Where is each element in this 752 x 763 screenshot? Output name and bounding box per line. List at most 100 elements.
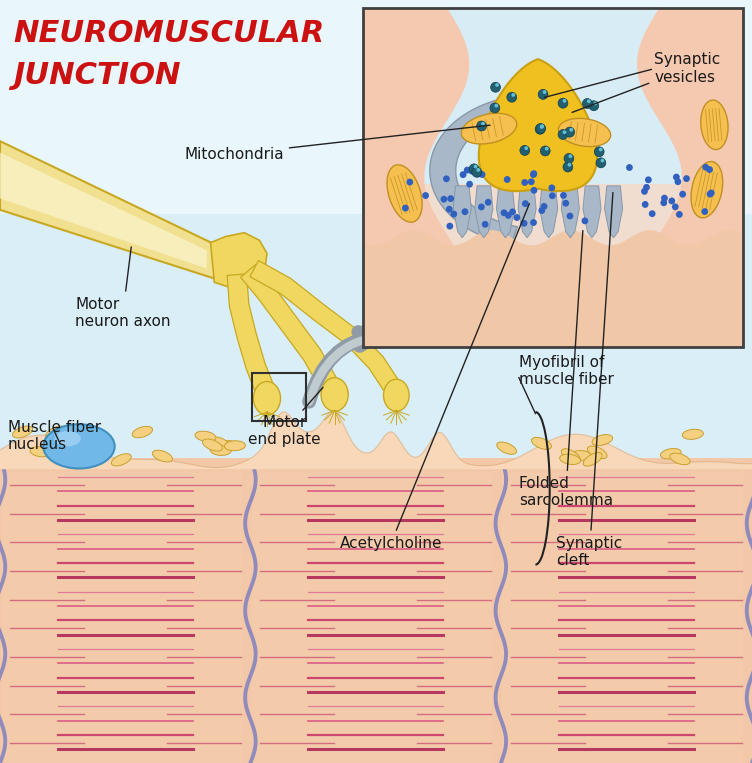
Ellipse shape xyxy=(596,158,606,168)
Ellipse shape xyxy=(676,211,683,218)
Ellipse shape xyxy=(497,442,517,454)
Ellipse shape xyxy=(481,122,485,126)
Text: Acetylcholine: Acetylcholine xyxy=(340,204,529,551)
Text: Synaptic
cleft: Synaptic cleft xyxy=(556,192,623,568)
Ellipse shape xyxy=(461,113,517,144)
Ellipse shape xyxy=(702,164,709,171)
Ellipse shape xyxy=(530,171,537,178)
Ellipse shape xyxy=(482,221,489,227)
Ellipse shape xyxy=(447,223,453,230)
Ellipse shape xyxy=(495,104,499,108)
Ellipse shape xyxy=(601,159,605,163)
Polygon shape xyxy=(479,60,597,191)
Ellipse shape xyxy=(153,450,172,462)
Ellipse shape xyxy=(581,217,588,224)
Polygon shape xyxy=(211,233,267,288)
Ellipse shape xyxy=(469,164,479,174)
Bar xyxy=(363,8,743,347)
Ellipse shape xyxy=(462,208,468,215)
Ellipse shape xyxy=(672,204,678,211)
Text: NEUROMUSCULAR: NEUROMUSCULAR xyxy=(14,19,325,48)
Bar xyxy=(363,8,743,347)
Ellipse shape xyxy=(43,424,114,468)
Polygon shape xyxy=(0,141,214,278)
Ellipse shape xyxy=(13,426,32,438)
Polygon shape xyxy=(605,186,623,238)
Ellipse shape xyxy=(495,83,499,87)
Ellipse shape xyxy=(584,452,602,466)
Text: Myofibril of
muscle fiber: Myofibril of muscle fiber xyxy=(519,355,614,387)
Ellipse shape xyxy=(504,176,511,183)
Text: Mitochondria: Mitochondria xyxy=(184,125,490,162)
Ellipse shape xyxy=(528,179,535,185)
Ellipse shape xyxy=(593,101,597,105)
Ellipse shape xyxy=(507,92,517,102)
Ellipse shape xyxy=(589,101,599,111)
Ellipse shape xyxy=(81,430,102,440)
Ellipse shape xyxy=(707,191,714,198)
Ellipse shape xyxy=(549,192,556,199)
Polygon shape xyxy=(0,411,752,469)
Ellipse shape xyxy=(111,454,132,466)
Ellipse shape xyxy=(520,220,527,227)
Ellipse shape xyxy=(406,179,413,185)
Ellipse shape xyxy=(558,98,568,108)
Ellipse shape xyxy=(468,168,475,175)
Ellipse shape xyxy=(626,164,633,171)
Polygon shape xyxy=(475,186,493,238)
Polygon shape xyxy=(561,186,579,238)
Bar xyxy=(363,8,743,184)
Ellipse shape xyxy=(522,200,529,207)
Ellipse shape xyxy=(387,165,422,222)
Ellipse shape xyxy=(535,124,545,134)
Ellipse shape xyxy=(509,208,516,215)
Ellipse shape xyxy=(538,207,545,214)
Ellipse shape xyxy=(30,446,51,457)
Text: Motor
end plate: Motor end plate xyxy=(248,388,323,447)
Ellipse shape xyxy=(643,184,650,191)
Polygon shape xyxy=(363,8,469,347)
Bar xyxy=(2,473,242,763)
Ellipse shape xyxy=(532,437,551,449)
Ellipse shape xyxy=(543,90,547,94)
Polygon shape xyxy=(453,186,472,238)
Ellipse shape xyxy=(706,166,713,173)
Ellipse shape xyxy=(478,204,485,211)
Ellipse shape xyxy=(540,125,544,129)
Ellipse shape xyxy=(679,191,686,198)
Ellipse shape xyxy=(649,211,656,217)
Ellipse shape xyxy=(536,124,546,134)
Ellipse shape xyxy=(562,130,566,134)
Ellipse shape xyxy=(660,449,681,459)
Polygon shape xyxy=(241,265,338,390)
Polygon shape xyxy=(583,186,601,238)
Ellipse shape xyxy=(570,451,591,461)
Ellipse shape xyxy=(559,454,581,465)
Ellipse shape xyxy=(514,214,520,221)
Ellipse shape xyxy=(702,208,708,215)
Ellipse shape xyxy=(253,382,280,415)
Ellipse shape xyxy=(219,440,240,451)
Ellipse shape xyxy=(464,166,471,173)
Ellipse shape xyxy=(566,213,573,220)
Ellipse shape xyxy=(501,209,508,216)
Bar xyxy=(0,0,752,496)
Ellipse shape xyxy=(505,212,511,219)
Text: Motor
neuron axon: Motor neuron axon xyxy=(75,247,171,329)
Ellipse shape xyxy=(562,99,566,103)
Text: Synaptic
vesicles: Synaptic vesicles xyxy=(572,53,720,112)
Bar xyxy=(0,0,752,214)
Ellipse shape xyxy=(459,171,466,178)
Text: Folded
sarcolemma: Folded sarcolemma xyxy=(519,230,613,508)
Ellipse shape xyxy=(670,453,690,465)
Polygon shape xyxy=(227,274,274,393)
Ellipse shape xyxy=(548,185,555,192)
Ellipse shape xyxy=(210,437,230,449)
Ellipse shape xyxy=(683,175,690,182)
Polygon shape xyxy=(518,186,536,238)
Ellipse shape xyxy=(583,98,593,108)
Ellipse shape xyxy=(132,427,153,438)
Ellipse shape xyxy=(587,99,591,103)
Ellipse shape xyxy=(701,100,728,150)
Ellipse shape xyxy=(541,203,547,210)
